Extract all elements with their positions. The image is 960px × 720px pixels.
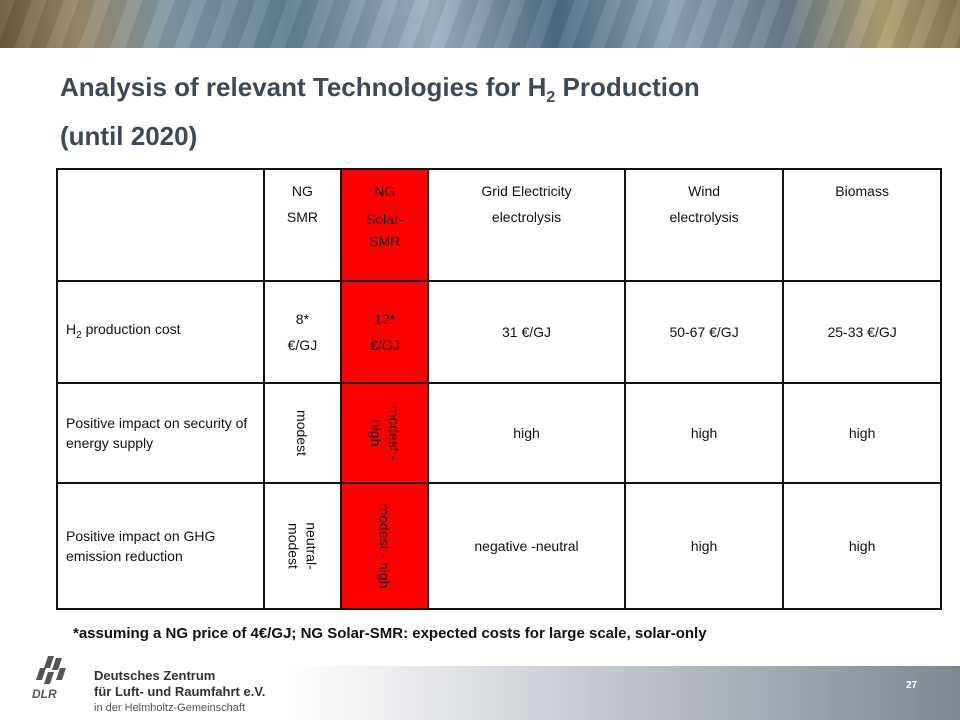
cell-ghg-ng-solar: modest - high (340, 482, 430, 610)
cell-cost-wind: 50-67 €/GJ (623, 280, 785, 384)
table-row-cost: H2 production cost 8* €/GJ 12* €/GJ 31 €/G… (56, 280, 942, 384)
header-banner (0, 0, 960, 48)
header-wind: Wind electrolysis (623, 168, 785, 282)
dlr-organization-text: Deutsches Zentrum für Luft- und Raumfahr… (94, 668, 266, 714)
cell-security-ng-smr: modest (262, 382, 343, 484)
cell-security-wind: high (623, 382, 785, 484)
footer-bar (0, 666, 960, 720)
technology-table: NG SMR NG Solar- SMR Grid Electricity elec… (56, 168, 942, 610)
cell-cost-ng-solar: 12* €/GJ (340, 280, 430, 384)
cell-cost-ng-smr: 8* €/GJ (262, 280, 343, 384)
header-ng-smr: NG SMR (262, 168, 343, 282)
row-label-ghg: Positive impact on GHG emission reductio… (56, 482, 265, 610)
footnote: *assuming a NG price of 4€/GJ; NG Solar-… (73, 625, 707, 642)
header-ng-solar-smr: NG Solar- SMR (340, 168, 430, 282)
page-title: Analysis of relevant Technologies for H2… (60, 72, 700, 152)
cell-ghg-wind: high (623, 482, 785, 610)
cell-ghg-grid: negative -neutral (427, 482, 626, 610)
header-biomass: Biomass (782, 168, 942, 282)
cell-cost-grid: 31 €/GJ (427, 280, 626, 384)
header-empty-cell (56, 168, 265, 282)
cell-ghg-biomass: high (782, 482, 942, 610)
cell-security-ng-solar: modest - high (340, 382, 430, 484)
table-header-row: NG SMR NG Solar- SMR Grid Electricity elec… (56, 168, 942, 282)
row-label-security: Positive impact on security of energy su… (56, 382, 265, 484)
cell-cost-biomass: 25-33 €/GJ (782, 280, 942, 384)
cell-security-biomass: high (782, 382, 942, 484)
dlr-logo-icon: DLR (32, 656, 66, 700)
row-label-cost: H2 production cost (56, 280, 265, 384)
page-number: 27 (906, 680, 918, 691)
table-row-ghg: Positive impact on GHG emission reductio… (56, 482, 942, 610)
svg-text:DLR: DLR (32, 687, 57, 700)
cell-ghg-ng-smr: neutral-modest (262, 482, 343, 610)
cell-security-grid: high (427, 382, 626, 484)
table-row-security: Positive impact on security of energy su… (56, 382, 942, 484)
header-grid-electricity: Grid Electricity electrolysis (427, 168, 626, 282)
